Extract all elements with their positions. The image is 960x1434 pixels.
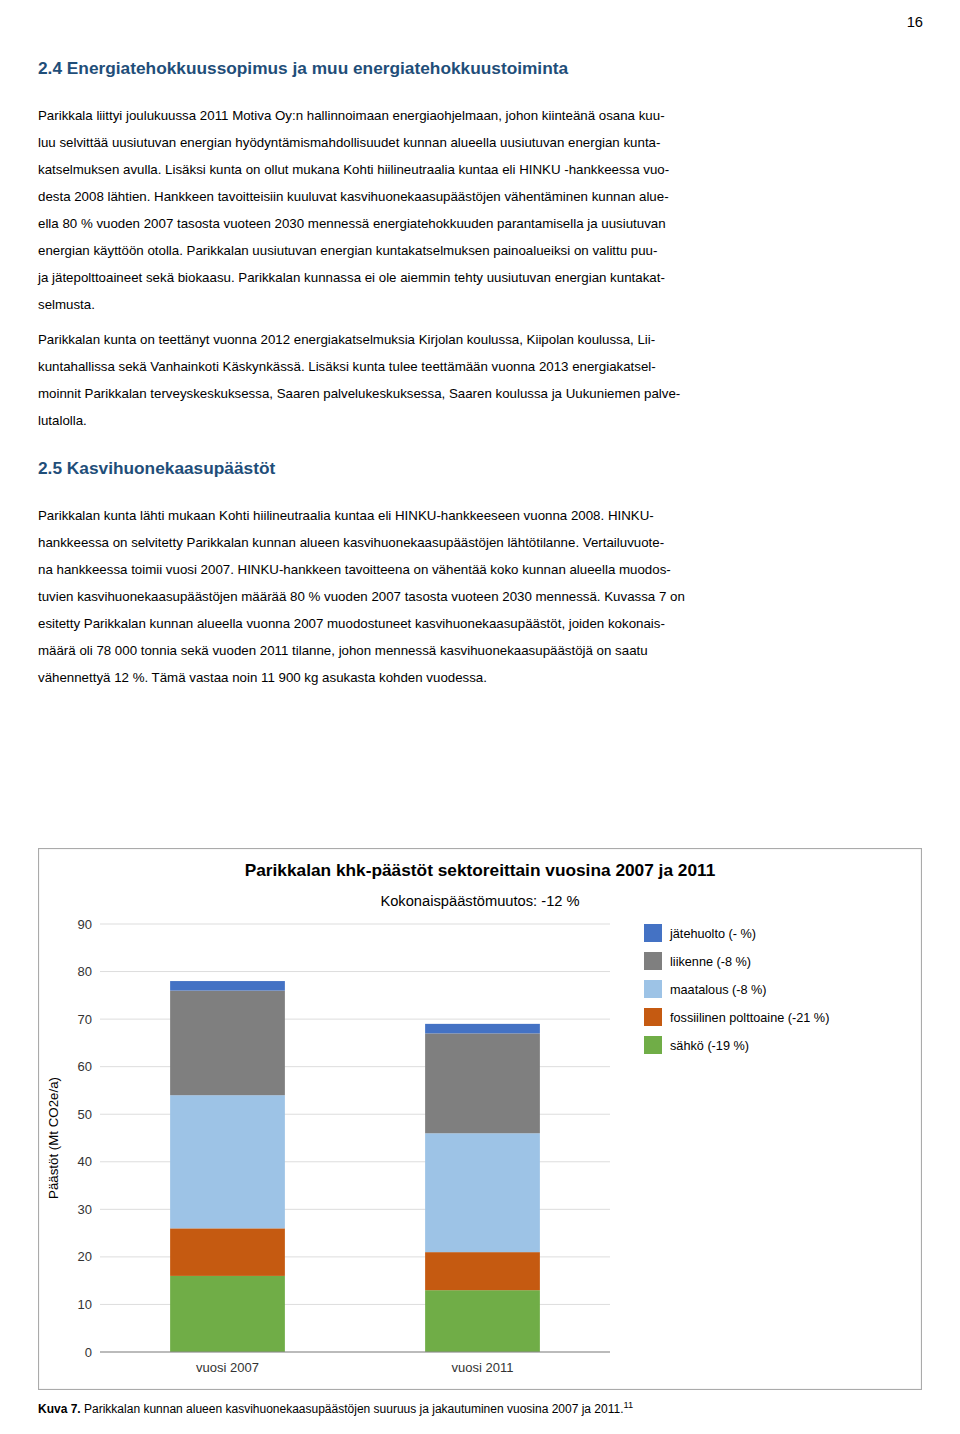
y-tick-label: 40 <box>78 1154 92 1169</box>
bar-segment <box>425 1252 540 1290</box>
legend-label: liikenne (-8 %) <box>670 955 751 969</box>
y-tick-label: 0 <box>85 1345 92 1360</box>
bar-segment <box>425 1133 540 1252</box>
paragraph-line: luu selvittää uusiutuvan energian hyödyn… <box>38 135 660 150</box>
paragraph-line: Parikkalan kunta on teettänyt vuonna 201… <box>38 332 655 347</box>
paragraph-line: esitetty Parikkalan kunnan alueella vuon… <box>38 616 665 631</box>
chart-title: Parikkalan khk-päästöt sektoreittain vuo… <box>245 860 716 880</box>
caption-text: Parikkalan kunnan alueen kasvihuonekaasu… <box>81 1402 624 1416</box>
paragraph-line: kuntahallissa sekä Vanhainkoti Käskynkäs… <box>38 359 656 374</box>
grid-line <box>100 971 610 972</box>
y-tick-label: 10 <box>78 1297 92 1312</box>
y-tick-label: 30 <box>78 1202 92 1217</box>
paragraph-line: hankkeessa on selvitetty Parikkalan kunn… <box>38 535 664 550</box>
bars <box>170 981 540 1352</box>
y-tick-label: 20 <box>78 1249 92 1264</box>
legend-label: jätehuolto (- %) <box>669 927 756 941</box>
paragraph-line: lutalolla. <box>38 413 87 428</box>
legend-swatch <box>644 952 662 970</box>
legend-label: fossiilinen polttoaine (-21 %) <box>670 1011 829 1025</box>
paragraph-line: Parikkala liittyi joulukuussa 2011 Motiv… <box>38 108 665 123</box>
paragraph-line: vähennettyä 12 %. Tämä vastaa noin 11 90… <box>38 670 487 685</box>
paragraph-line: määrä oli 78 000 tonnia sekä vuoden 2011… <box>38 643 648 658</box>
caption-superscript: 11 <box>624 1400 634 1410</box>
bar-segment <box>425 1024 540 1034</box>
legend-swatch <box>644 1008 662 1026</box>
y-tick-label: 70 <box>78 1012 92 1027</box>
y-tick-label: 50 <box>78 1107 92 1122</box>
x-axis-line <box>100 1352 610 1353</box>
paragraph-line: ja jätepolttoaineet sekä biokaasu. Parik… <box>38 270 665 285</box>
legend-label: maatalous (-8 %) <box>670 983 767 997</box>
legend-swatch <box>644 1036 662 1054</box>
legend-label: sähkö (-19 %) <box>670 1039 749 1053</box>
y-axis-label: Päästöt (Mt CO2e/a) <box>46 1077 61 1199</box>
y-tick-label: 60 <box>78 1059 92 1074</box>
heading: 2.5 Kasvihuonekaasupäästöt <box>38 458 275 479</box>
paragraph-line: selmusta. <box>38 297 95 312</box>
page-number: 16 <box>907 14 923 30</box>
bar-segment <box>425 1290 540 1352</box>
paragraph-line: desta 2008 lähtien. Hankkeen tavoitteisi… <box>38 189 669 204</box>
bar-segment <box>170 991 285 1096</box>
bar-segment <box>170 1228 285 1276</box>
paragraph-line: energian käyttöön otolla. Parikkalan uus… <box>38 243 657 258</box>
paragraph-line: katselmuksen avulla. Lisäksi kunta on ol… <box>38 162 669 177</box>
legend: jätehuolto (- %) liikenne (-8 %) maatalous… <box>644 924 829 1054</box>
chart-subtitle: Kokonaispäästömuutos: -12 % <box>380 893 579 909</box>
x-tick-label: vuosi 2011 <box>452 1360 514 1375</box>
paragraph-line: tuvien kasvihuonekaasupäästöjen määrää 8… <box>38 589 685 604</box>
bar-segment <box>425 1033 540 1133</box>
paragraph-line: na hankkeessa toimii vuosi 2007. HINKU-h… <box>38 562 671 577</box>
grid-line <box>100 1352 610 1353</box>
legend-swatch <box>644 980 662 998</box>
bar-segment <box>170 981 285 991</box>
paragraph-line: ella 80 % vuoden 2007 tasosta vuoteen 20… <box>38 216 666 231</box>
paragraph-line: moinnit Parikkalan terveyskeskuksessa, S… <box>38 386 680 401</box>
y-tick-label: 80 <box>78 964 92 979</box>
grid-line <box>100 924 610 925</box>
heading: 2.4 Energiatehokkuussopimus ja muu energ… <box>38 58 568 79</box>
y-axis: 0 10 20 30 40 50 60 70 80 90 <box>78 917 610 1360</box>
bar-segment <box>170 1276 285 1352</box>
caption-label: Kuva 7. <box>38 1402 81 1416</box>
chart-border <box>39 849 922 1390</box>
legend-swatch <box>644 924 662 942</box>
bar-segment <box>170 1095 285 1228</box>
x-tick-label: vuosi 2007 <box>196 1360 259 1375</box>
page: 16 2.4 Energiatehokkuussopimus ja muu ene… <box>0 0 960 1434</box>
caption: Kuva 7. Parikkalan kunnan alueen kasvihu… <box>38 1400 633 1416</box>
paragraph-line: Parikkalan kunta lähti mukaan Kohti hiil… <box>38 508 654 523</box>
y-tick-label: 90 <box>78 917 92 932</box>
chart: Parikkalan khk-päästöt sektoreittain vuo… <box>38 848 922 1390</box>
